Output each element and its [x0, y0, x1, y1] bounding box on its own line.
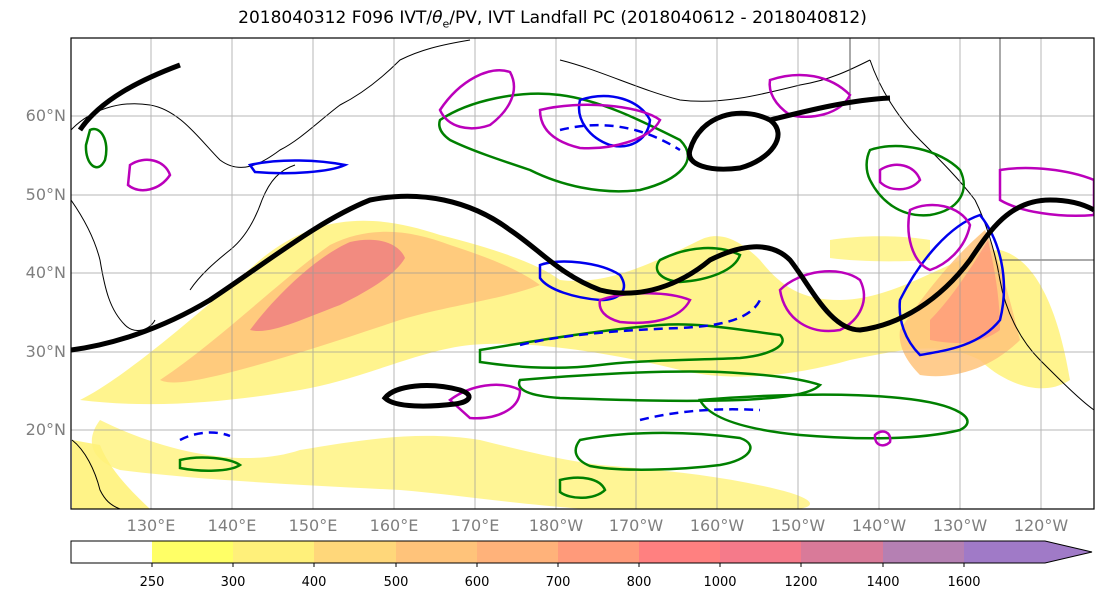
colorbar-segment-7 [639, 541, 720, 563]
colorbar-segment-6 [558, 541, 639, 563]
colorbar-segment-5 [477, 541, 558, 563]
colorbar-segment-0 [71, 541, 152, 563]
map-title: 2018040312 F096 IVT/θe/PV, IVT Landfall … [238, 8, 867, 31]
lon-label-140e: 140°E [207, 516, 257, 535]
magenta-contour-1 [438, 69, 516, 130]
colorbar-tick-250: 250 [139, 575, 165, 590]
colorbar-tick-1200: 1200 [784, 575, 818, 590]
colorbar-tick-marks [151, 563, 965, 567]
coastline-asia-north [71, 39, 471, 168]
jet-contour-cutoff [381, 383, 472, 409]
ivt-contour-800 [250, 239, 405, 331]
ivt-contour-250-south [91, 420, 810, 509]
pv-contours-blue [179, 94, 1006, 442]
lat-label-50n: 50°N [25, 185, 66, 204]
lon-label-150w: 150°W [770, 516, 826, 535]
map-frame [70, 37, 1095, 510]
colorbar-tick-600: 600 [464, 575, 490, 590]
magenta-contour-10 [878, 163, 922, 191]
colorbar-tick-1400: 1400 [866, 575, 900, 590]
lon-label-180w: 180°W [528, 516, 584, 535]
magenta-contour-small [873, 430, 892, 447]
lon-label-130w: 130°W [932, 516, 988, 535]
lon-label-150e: 150°E [288, 516, 338, 535]
colorbar [70, 540, 1093, 567]
colorbar-tick-800: 800 [626, 575, 652, 590]
jet-contours [71, 62, 1094, 409]
green-contour-north-1 [865, 144, 965, 217]
magenta-contour-4 [778, 270, 866, 333]
magenta-contour-3 [768, 73, 852, 119]
green-contour-band-2 [517, 370, 823, 403]
magenta-contour-9 [126, 158, 172, 192]
colorbar-tick-400: 400 [301, 575, 327, 590]
green-contour-small-3 [84, 127, 108, 169]
coastline-alaska [559, 59, 871, 102]
lon-label-130e: 130°E [126, 516, 176, 535]
lon-label-160w: 160°W [689, 516, 745, 535]
jet-contour-main [71, 193, 1094, 353]
blue-contour-solid-3 [247, 159, 349, 175]
pv-contours-green [84, 92, 969, 499]
coastline-asia-east [71, 199, 156, 331]
lon-label-140w: 140°W [851, 516, 907, 535]
green-contour-band-1 [478, 323, 784, 370]
colorbar-segment-10 [883, 541, 964, 563]
colorbar-tick-300: 300 [220, 575, 246, 590]
lat-label-40n: 40°N [25, 263, 66, 282]
colorbar-segment-11-arrow [964, 541, 1092, 563]
colorbar-segment-1 [152, 541, 233, 563]
magenta-contour-7 [907, 203, 972, 272]
colorbar-segment-4 [396, 541, 477, 563]
colorbar-segment-8 [720, 541, 801, 563]
lon-label-120w: 120°W [1013, 516, 1069, 535]
blue-contour-dashed [179, 123, 762, 442]
colorbar-segment-9 [801, 541, 883, 563]
colorbar-tick-700: 700 [545, 575, 571, 590]
blue-contour-solid-2 [577, 94, 652, 148]
green-contour-mid [655, 246, 742, 284]
colorbar-tick-1600: 1600 [947, 575, 981, 590]
ivt-contour-250-east [830, 236, 930, 262]
green-contour-small-1 [178, 456, 243, 472]
lon-label-170w: 170°W [608, 516, 664, 535]
coastline-japan [189, 164, 296, 291]
colorbar-segment-3 [314, 541, 396, 563]
lon-label-170e: 170°E [450, 516, 500, 535]
lat-label-20n: 20°N [25, 420, 66, 439]
jet-contour-north-arc [77, 62, 891, 132]
map-plot-area [71, 38, 1094, 509]
colorbar-outline [70, 540, 1093, 564]
colorbar-segment-2 [233, 541, 314, 563]
ivt-shading [72, 220, 1070, 509]
colorbar-tick-1000: 1000 [703, 575, 737, 590]
lat-label-60n: 60°N [25, 106, 66, 125]
coastline-philippines [71, 439, 121, 509]
ivt-contour-500 [160, 231, 540, 383]
magenta-contour-6 [448, 383, 522, 420]
lat-label-30n: 30°N [25, 342, 66, 361]
green-contour-band-3 [574, 431, 752, 471]
blue-contour-solid-coast [898, 213, 1006, 357]
green-contour-band-4 [698, 393, 969, 440]
ivt-contour-700-coast [930, 240, 1000, 343]
magenta-contour-2 [538, 103, 662, 150]
ivt-contour-250-west [72, 440, 150, 509]
lon-label-160e: 160°E [369, 516, 419, 535]
green-contour-north-2 [438, 92, 689, 193]
green-contour-small-2 [558, 476, 607, 499]
jet-contour-north-loop [686, 110, 781, 172]
colorbar-tick-500: 500 [383, 575, 409, 590]
